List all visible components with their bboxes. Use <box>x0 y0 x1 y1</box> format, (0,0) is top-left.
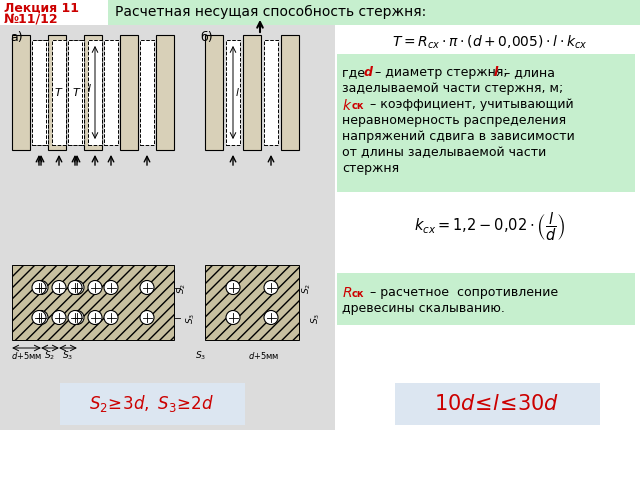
Text: $S_2$: $S_2$ <box>301 283 313 294</box>
Circle shape <box>32 280 46 295</box>
Bar <box>60 383 245 425</box>
Text: $S_3$: $S_3$ <box>195 350 207 362</box>
Bar <box>337 273 635 325</box>
Text: №11/12: №11/12 <box>4 13 59 26</box>
Text: Лекция 11: Лекция 11 <box>4 2 79 15</box>
Text: стержня: стержня <box>342 162 399 175</box>
Circle shape <box>264 280 278 295</box>
Text: неравномерность распределения: неравномерность распределения <box>342 114 566 127</box>
Text: $S_3$: $S_3$ <box>63 350 74 362</box>
Bar <box>120 35 138 150</box>
Bar <box>140 40 154 145</box>
Text: $T = R_{cx} \cdot \pi \cdot (d + 0{,}005) \cdot l \cdot k_{cx}$: $T = R_{cx} \cdot \pi \cdot (d + 0{,}005… <box>392 33 588 51</box>
Text: $d$+5мм: $d$+5мм <box>248 350 280 361</box>
Text: $l$: $l$ <box>87 82 92 94</box>
Circle shape <box>88 280 102 295</box>
Bar <box>156 35 174 150</box>
Circle shape <box>68 280 82 295</box>
Bar <box>70 40 84 145</box>
Circle shape <box>68 311 82 324</box>
Bar <box>104 40 118 145</box>
Circle shape <box>52 311 66 324</box>
Text: напряжений сдвига в зависимости: напряжений сдвига в зависимости <box>342 130 575 143</box>
Text: $S_3$: $S_3$ <box>185 312 197 324</box>
Text: $S_3$: $S_3$ <box>310 312 323 324</box>
Text: $S_2 \!\geq\! 3d,\ S_3 \!\geq\! 2d$: $S_2 \!\geq\! 3d,\ S_3 \!\geq\! 2d$ <box>90 394 214 415</box>
Circle shape <box>226 280 240 295</box>
Bar <box>52 40 66 145</box>
Bar <box>395 383 600 425</box>
Bar <box>48 35 66 150</box>
Bar <box>88 40 102 145</box>
Circle shape <box>104 280 118 295</box>
Circle shape <box>140 311 154 324</box>
Bar <box>281 35 299 150</box>
Text: заделываемой части стержня, м;: заделываемой части стержня, м; <box>342 82 563 95</box>
Text: l: l <box>494 66 499 79</box>
Text: $S_2$: $S_2$ <box>176 283 188 294</box>
Circle shape <box>88 311 102 324</box>
Bar <box>205 35 223 150</box>
Bar <box>337 54 635 192</box>
Bar <box>0 0 108 25</box>
Text: $R$: $R$ <box>342 286 353 300</box>
Text: б): б) <box>200 31 212 44</box>
Text: Расчетная несущая способность стержня:: Расчетная несущая способность стержня: <box>115 5 426 19</box>
Bar <box>243 35 261 150</box>
Text: – расчетное  сопротивление: – расчетное сопротивление <box>366 286 558 299</box>
Circle shape <box>52 280 66 295</box>
Text: $10d \!\leq\! l \!\leq\! 30d$: $10d \!\leq\! l \!\leq\! 30d$ <box>435 394 559 414</box>
Text: $T$: $T$ <box>54 86 64 98</box>
Circle shape <box>104 311 118 324</box>
Bar <box>34 40 48 145</box>
Text: $l$: $l$ <box>235 86 240 98</box>
Bar <box>264 40 278 145</box>
Circle shape <box>140 280 154 295</box>
Circle shape <box>226 311 240 324</box>
Bar <box>84 35 102 150</box>
Bar <box>226 40 240 145</box>
Bar <box>68 40 82 145</box>
Text: от длины заделываемой части: от длины заделываемой части <box>342 146 547 159</box>
Text: ск: ск <box>352 289 365 299</box>
Text: древесины скалыванию.: древесины скалыванию. <box>342 302 505 315</box>
Bar <box>12 35 30 150</box>
Text: $k_{cx} = 1{,}2 - 0{,}02 \cdot \left(\dfrac{l}{d}\right)$: $k_{cx} = 1{,}2 - 0{,}02 \cdot \left(\df… <box>415 211 566 243</box>
Text: – диаметр стержня;: – диаметр стержня; <box>371 66 511 79</box>
Text: ск: ск <box>352 101 365 111</box>
Circle shape <box>264 311 278 324</box>
Bar <box>0 25 335 430</box>
Circle shape <box>34 280 48 295</box>
Text: а): а) <box>10 31 22 44</box>
Text: где: где <box>342 66 369 79</box>
Bar <box>205 265 299 340</box>
Text: – длина: – длина <box>500 66 555 79</box>
Bar <box>335 25 640 430</box>
Text: $k$: $k$ <box>342 98 353 113</box>
Circle shape <box>32 311 46 324</box>
Text: $T$: $T$ <box>72 86 82 98</box>
Text: $d$+5мм: $d$+5мм <box>11 350 42 361</box>
Bar <box>108 0 640 25</box>
Bar <box>32 40 46 145</box>
Circle shape <box>34 311 48 324</box>
Text: d: d <box>364 66 373 79</box>
Circle shape <box>70 280 84 295</box>
Text: $S_2$: $S_2$ <box>44 350 56 362</box>
Bar <box>12 265 174 340</box>
Text: – коэффициент, учитывающий: – коэффициент, учитывающий <box>366 98 573 111</box>
Circle shape <box>70 311 84 324</box>
